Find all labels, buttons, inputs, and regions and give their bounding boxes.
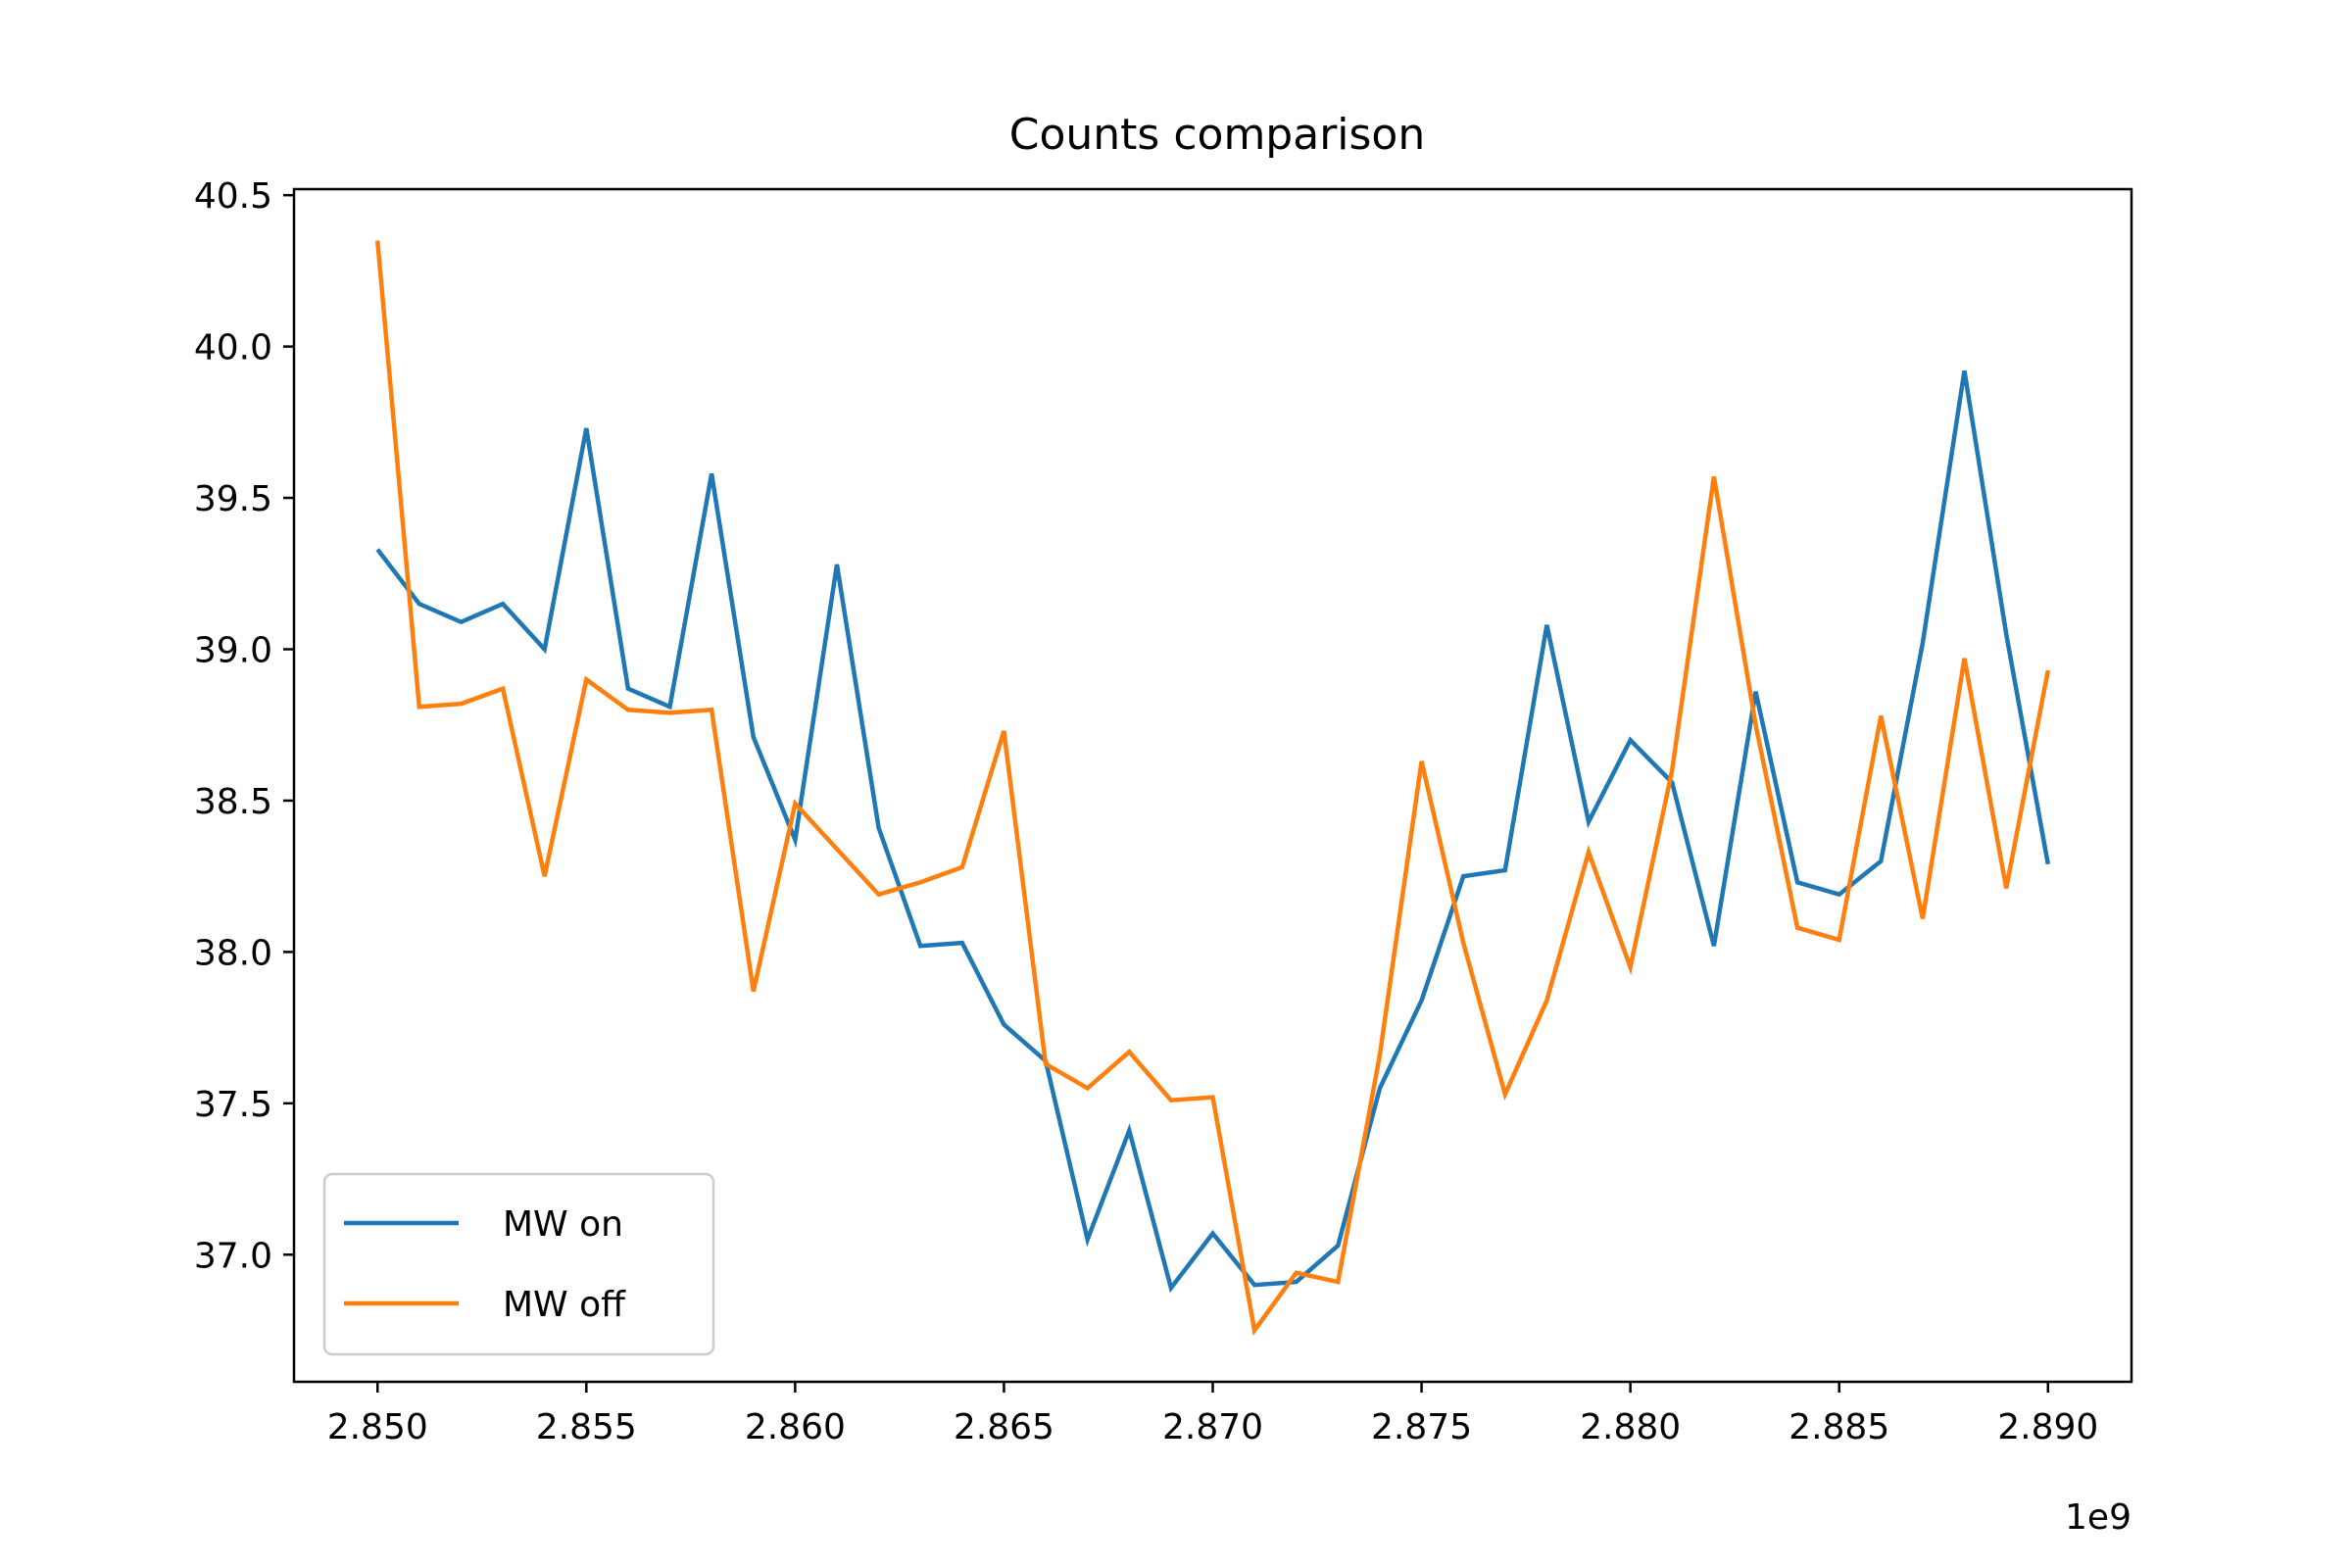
y-tick-label: 38.5 (194, 782, 272, 822)
series-line-mw-on (375, 369, 2051, 1294)
x-tick-label: 2.855 (536, 1407, 637, 1447)
x-offset-label: 1e9 (2065, 1497, 2132, 1538)
x-tick-label: 2.860 (745, 1407, 846, 1447)
x-tick-label: 2.885 (1788, 1407, 1889, 1447)
legend: MW on MW off (322, 1172, 715, 1356)
plot-lines (374, 240, 2051, 1337)
y-tick-label: 39.0 (194, 631, 272, 671)
x-tick-label: 2.850 (327, 1407, 428, 1447)
y-tick-label: 38.0 (194, 933, 272, 973)
x-tick-label: 2.865 (954, 1407, 1054, 1447)
x-tick-label: 2.880 (1580, 1407, 1681, 1447)
legend-label-mw-off: MW off (503, 1285, 626, 1325)
y-tick-label: 40.5 (194, 176, 272, 217)
legend-box (322, 1172, 715, 1356)
series-line-mw-off (374, 240, 2051, 1337)
x-tick-label: 2.890 (1997, 1407, 2098, 1447)
legend-label-mw-on: MW on (503, 1204, 623, 1245)
x-tick-label: 2.870 (1162, 1407, 1263, 1447)
chart-title: Counts comparison (1009, 110, 1426, 160)
y-axis: 37.0 37.5 38.0 38.5 39.0 39.5 40.0 40.5 (194, 176, 294, 1276)
x-tick-label: 2.875 (1371, 1407, 1472, 1447)
y-tick-label: 39.5 (194, 479, 272, 519)
y-tick-label: 37.5 (194, 1085, 272, 1125)
x-axis: 2.850 2.855 2.860 2.865 2.870 2.875 2.880 2.885… (327, 1382, 2098, 1447)
y-tick-label: 40.0 (194, 328, 272, 368)
y-tick-label: 37.0 (194, 1236, 272, 1276)
